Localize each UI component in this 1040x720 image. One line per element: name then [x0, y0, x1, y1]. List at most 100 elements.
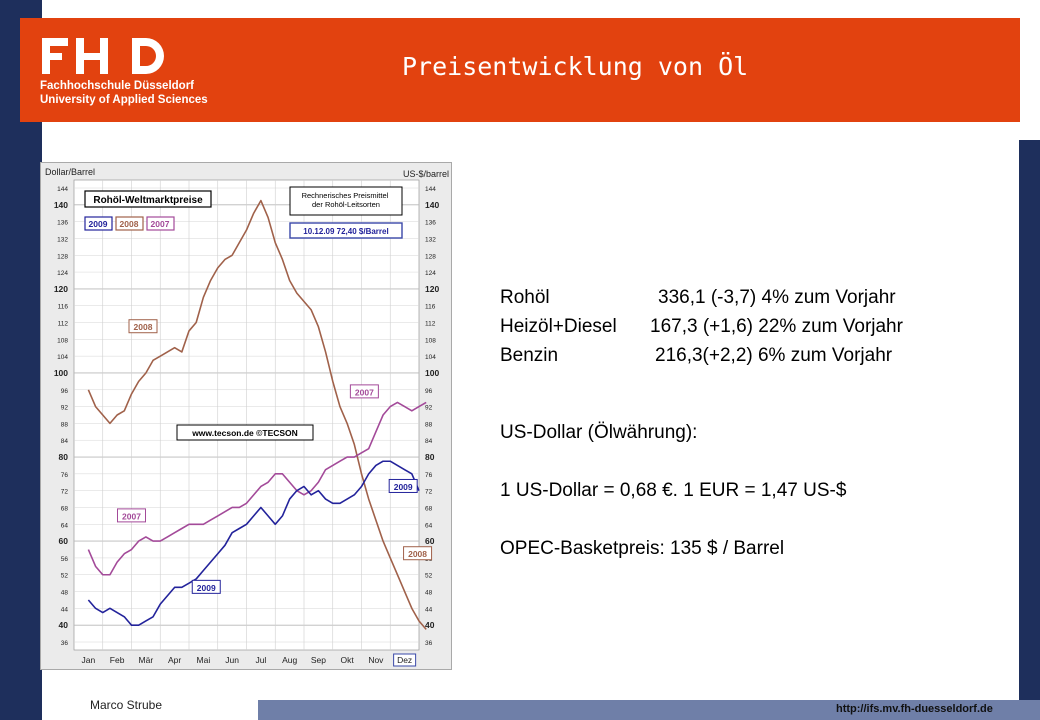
x-tick-label: Mär: [139, 655, 154, 665]
stat-value-benzin: 216,3(+2,2) 6% zum Vorjahr: [655, 345, 893, 366]
x-tick-label: Apr: [168, 655, 181, 665]
y-tick-label-right: 52: [425, 573, 433, 580]
chart-title: Rohöl-Weltmarktpreise: [93, 195, 203, 206]
y-tick-label-left: 100: [54, 368, 68, 378]
y-tick-label-right: 36: [425, 640, 433, 647]
y-tick-label-left: 120: [54, 284, 68, 294]
stat-label-heizoel: Heizöl+Diesel: [500, 316, 617, 337]
y-tick-label-right: 88: [425, 421, 433, 428]
stat-label-benzin: Benzin: [500, 345, 559, 366]
series-line-2007: [87, 401, 427, 576]
series-label-box-2008: [128, 319, 158, 334]
y-tick-label-right: 132: [425, 236, 436, 243]
y-tick-label-left: 136: [57, 220, 68, 227]
y-tick-label-right: 40: [425, 620, 435, 630]
exchange-rate: 1 US-Dollar = 0,68 €. 1 EUR = 1,47 US-$: [500, 480, 847, 501]
y-tick-label-right: 104: [425, 354, 436, 361]
stat-label-rohoel: Rohöl: [500, 287, 550, 308]
oil-price-chart: Dollar/Barrel US-$/barrel 36 36 40 40 44 44 48…: [40, 162, 452, 670]
y-tick-label-left: 96: [61, 388, 69, 395]
y-tick-label-left: 72: [61, 489, 69, 496]
header-banner: Fachhochschule Düsseldorf University of …: [20, 18, 1020, 122]
y-tick-label-right: 100: [425, 368, 439, 378]
series-label-2007: 2007: [355, 387, 374, 397]
y-tick-label-left: 128: [57, 253, 68, 260]
y-tick-label-right: 60: [425, 536, 435, 546]
series-label-box-2007: [349, 384, 379, 399]
legend-entry-2009: 2009: [89, 219, 108, 229]
series-label-box-2009: [388, 478, 418, 493]
y-tick-label-left: 116: [58, 304, 69, 311]
logo-line-1: Fachhochschule Düsseldorf: [40, 80, 195, 92]
watermark: www.tecson.de ©TECSON: [176, 424, 314, 441]
legend-box-2009: [84, 216, 113, 231]
y-tick-label-right: 64: [425, 522, 433, 529]
y-tick-label-right: 136: [425, 220, 436, 227]
y-tick-label-left: 108: [57, 337, 68, 344]
fhd-logo: [42, 38, 164, 74]
info-box-text: Rechnerisches Preismittel: [302, 191, 389, 200]
y-tick-label-right: 140: [425, 200, 439, 210]
y-tick-label-right: 48: [425, 590, 433, 597]
y-axis-label-right: US-$/barrel: [403, 169, 449, 179]
x-tick-label: Sep: [311, 655, 326, 665]
y-axis-label-left: Dollar/Barrel: [45, 167, 95, 177]
svg-text:www.tecson.de ©TECSON: www.tecson.de ©TECSON: [191, 428, 298, 438]
y-tick-label-right: 84: [425, 438, 433, 445]
legend-entry-2007: 2007: [151, 219, 170, 229]
y-tick-label-left: 60: [59, 536, 69, 546]
x-tick-label: Jul: [255, 655, 266, 665]
y-tick-label-right: 128: [425, 253, 436, 260]
y-tick-label-right: 124: [425, 270, 436, 277]
y-tick-label-left: 36: [61, 640, 69, 647]
page-title: Preisentwicklung von Öl: [402, 52, 749, 81]
currency-heading: US-Dollar (Ölwährung):: [500, 422, 698, 443]
series-label-2009: 2009: [197, 583, 216, 593]
y-tick-label-left: 76: [61, 472, 69, 479]
y-tick-label-right: 120: [425, 284, 439, 294]
opec-basket-price: OPEC-Basketpreis: 135 $ / Barrel: [500, 538, 785, 559]
y-tick-label-left: 80: [59, 452, 69, 462]
y-tick-label-left: 64: [61, 522, 69, 529]
info-value: 10.12.09 72,40 $/Barrel: [303, 227, 388, 236]
series-label-2007: 2007: [122, 511, 141, 521]
x-tick-label: Jan: [82, 655, 96, 665]
x-tick-label: Mai: [197, 655, 211, 665]
logo-line-2: University of Applied Sciences: [40, 94, 208, 106]
y-tick-label-left: 44: [61, 606, 69, 613]
y-tick-label-right: 76: [425, 472, 433, 479]
y-tick-label-left: 92: [61, 405, 69, 412]
legend-box-2008: [115, 216, 144, 231]
series-label-box-2009: [191, 579, 221, 594]
y-tick-label-left: 88: [61, 421, 69, 428]
series-label-box-2007: [117, 508, 146, 523]
y-tick-label-left: 48: [61, 590, 69, 597]
info-box: Rechnerisches Preismittel der Rohöl-Leit…: [289, 186, 403, 239]
y-tick-label-left: 84: [61, 438, 69, 445]
y-tick-label-left: 68: [61, 505, 69, 512]
x-tick-label: Feb: [110, 655, 125, 665]
y-tick-label-left: 104: [57, 354, 68, 361]
x-tick-label: Okt: [341, 655, 355, 665]
x-tick-label: Aug: [282, 655, 297, 665]
y-tick-label-left: 112: [58, 321, 69, 328]
y-tick-label-left: 124: [57, 270, 68, 277]
series-line-2009: [87, 460, 420, 626]
series-label-2008: 2008: [408, 549, 427, 559]
series-label-2008: 2008: [134, 322, 153, 332]
y-tick-label-left: 132: [57, 236, 68, 243]
y-tick-label-right: 44: [425, 606, 433, 613]
y-tick-label-right: 108: [425, 337, 436, 344]
y-tick-label-right: 96: [425, 388, 433, 395]
footer-url[interactable]: http://ifs.mv.fh-duesseldorf.de: [836, 703, 993, 715]
y-tick-label-left: 144: [57, 186, 68, 193]
y-tick-label-right: 72: [425, 489, 433, 496]
y-tick-label-right: 68: [425, 505, 433, 512]
svg-text:Rechnerisches Preismittel: Rechnerisches Preismittel der Rohöl-Leit…: [302, 191, 391, 209]
current-month-box: [393, 653, 417, 667]
stat-value-heizoel: 167,3 (+1,6) 22% zum Vorjahr: [650, 316, 903, 337]
stat-value-rohoel: 336,1 (-3,7) 4% zum Vorjahr: [658, 287, 896, 308]
series-label-2009: 2009: [394, 482, 413, 492]
y-tick-label-right: 92: [425, 405, 433, 412]
chart-svg: Dollar/Barrel US-$/barrel 36 36 40 40 44 44 48…: [45, 167, 449, 667]
